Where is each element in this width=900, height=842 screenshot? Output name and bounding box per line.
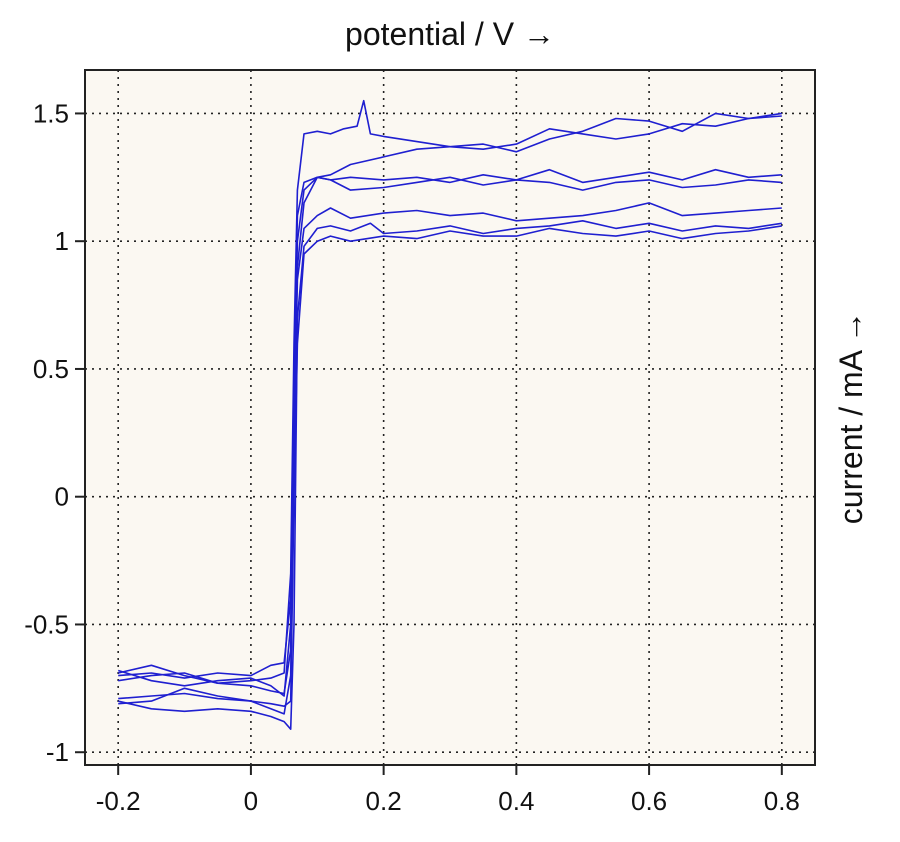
- y-axis-ticks: -1 -0.5 0 0.5 1 1.5: [24, 98, 85, 767]
- series-layer: [117, 99, 782, 730]
- series-line: [118, 176, 782, 695]
- series-line: [118, 220, 782, 730]
- plot-frame: [84, 69, 816, 766]
- y-tick-label: -1: [46, 737, 69, 767]
- x-tick-label: 0.2: [366, 786, 402, 816]
- x-axis-ticks: -0.2 0 0.2 0.4 0.6 0.8: [96, 765, 800, 816]
- y-tick-label: 1.5: [33, 98, 69, 128]
- series-line: [118, 202, 782, 715]
- y-tick-label: 0: [55, 482, 69, 512]
- x-tick-label: 0.8: [764, 786, 800, 816]
- series-line: [118, 112, 782, 679]
- plot-area: [85, 70, 815, 765]
- series-line: [118, 99, 782, 684]
- y-tick-label: -0.5: [24, 609, 69, 639]
- y-axis-title: current / mA →: [833, 311, 869, 524]
- x-tick-label: 0: [244, 786, 258, 816]
- x-tick-label: -0.2: [96, 786, 141, 816]
- y-tick-label: 0.5: [33, 354, 69, 384]
- y-tick-label: 1: [55, 226, 69, 256]
- series-line: [118, 225, 782, 707]
- x-tick-label: 0.4: [498, 786, 534, 816]
- grid: [85, 70, 815, 765]
- series-line: [117, 168, 782, 697]
- x-tick-label: 0.6: [631, 786, 667, 816]
- x-axis-title: potential / V →: [345, 16, 555, 52]
